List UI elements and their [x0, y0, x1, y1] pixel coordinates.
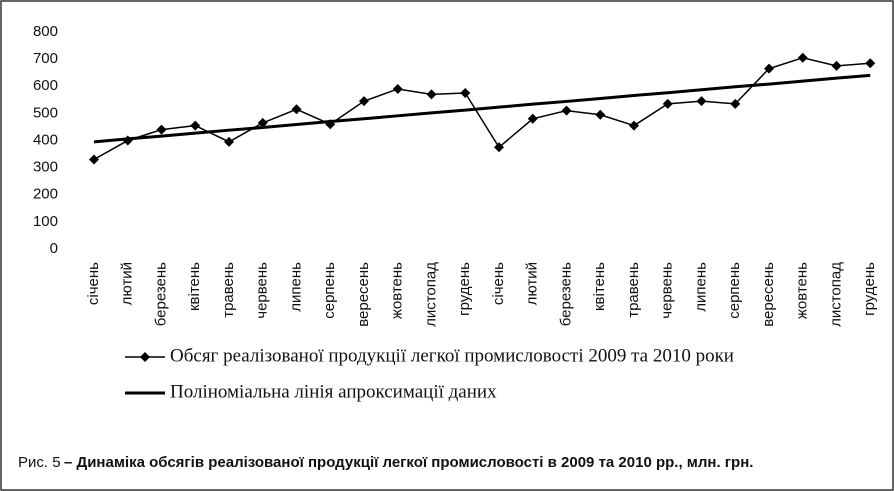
y-tick-label: 600	[33, 77, 58, 94]
marker	[831, 60, 842, 71]
y-tick-label: 300	[33, 159, 58, 176]
y-tick-label: 200	[33, 186, 58, 203]
x-tick-label: липень	[692, 262, 709, 312]
x-tick-label: червень	[254, 262, 271, 319]
marker	[865, 58, 876, 69]
x-tick-label: липень	[287, 262, 304, 312]
marker	[392, 83, 403, 94]
y-tick-label: 700	[33, 50, 58, 67]
marker	[662, 98, 673, 109]
x-tick-label: серпень	[726, 262, 743, 319]
marker	[730, 98, 741, 109]
marker	[494, 142, 504, 153]
series-line	[93, 73, 871, 144]
caption-text: – Динаміка обсягів реалізованої продукці…	[64, 454, 753, 471]
x-tick-label: грудень	[861, 262, 878, 316]
marker	[426, 89, 437, 100]
marker	[696, 96, 707, 107]
legend-label: Обсяг реалізованої продукції легкої пром…	[170, 345, 734, 366]
marker	[190, 120, 201, 131]
x-tick-label: квітень	[186, 262, 203, 311]
series-line	[93, 56, 871, 161]
marker	[89, 154, 99, 165]
marker	[224, 136, 234, 147]
x-tick-label: березень	[152, 262, 169, 326]
x-tick-label: травень	[625, 262, 642, 318]
x-tick-label: листопад	[422, 262, 439, 327]
marker	[156, 124, 167, 135]
marker	[561, 105, 572, 116]
x-tick-label: червень	[659, 262, 676, 319]
x-tick-label: січень	[490, 262, 507, 305]
x-tick-label: грудень	[456, 262, 473, 316]
marker	[764, 63, 774, 74]
marker	[527, 113, 538, 124]
x-tick-label: лютий	[524, 262, 541, 305]
y-tick-label: 500	[33, 104, 58, 121]
y-tick-label: 0	[50, 240, 58, 257]
x-tick-label: вересень	[760, 262, 777, 327]
marker	[460, 88, 471, 99]
x-tick-label: січень	[85, 262, 102, 305]
x-tick-label: листопад	[827, 262, 844, 327]
y-tick-label: 400	[33, 131, 58, 148]
x-tick-label: березень	[557, 262, 574, 326]
x-tick-label: вересень	[355, 262, 372, 327]
y-tick-label: 100	[33, 213, 58, 230]
caption-label: Рис. 5	[18, 454, 61, 471]
x-tick-label: серпень	[321, 262, 338, 319]
y-tick-label: 800	[33, 23, 58, 40]
x-tick-label: квітень	[591, 262, 608, 311]
x-tick-label: лютий	[119, 262, 136, 305]
x-tick-label: жовтень	[389, 262, 406, 319]
x-tick-label: жовтень	[794, 262, 811, 319]
marker	[291, 104, 302, 115]
marker	[359, 96, 369, 107]
marker	[257, 117, 268, 128]
marker	[797, 52, 808, 63]
x-tick-label: травень	[220, 262, 237, 318]
legend-label: Поліноміальна лінія апроксимації даних	[170, 381, 497, 402]
marker	[629, 120, 639, 131]
marker	[595, 109, 606, 120]
legend-marker	[140, 352, 150, 362]
